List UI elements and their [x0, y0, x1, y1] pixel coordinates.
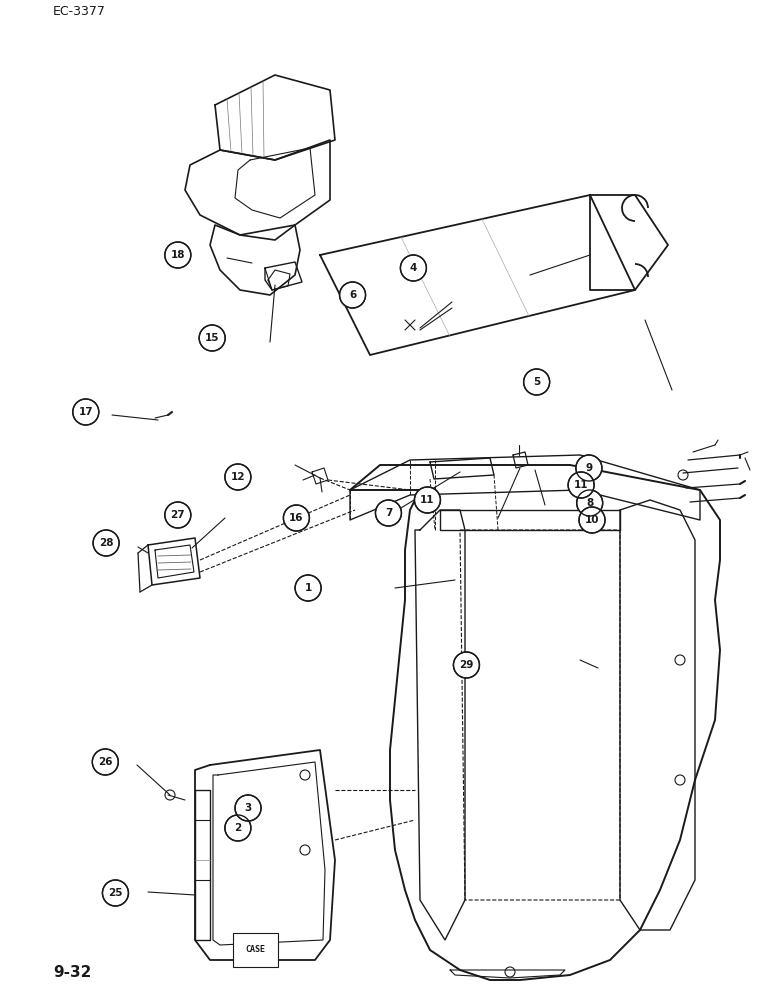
Text: 4: 4 [410, 263, 417, 273]
Circle shape [579, 507, 605, 533]
Text: CASE: CASE [245, 946, 265, 954]
Text: 29: 29 [459, 660, 473, 670]
Text: 11: 11 [574, 480, 588, 490]
Circle shape [400, 255, 427, 281]
Circle shape [283, 505, 310, 531]
Text: 3: 3 [244, 803, 252, 813]
Circle shape [165, 502, 191, 528]
Circle shape [576, 490, 603, 516]
Circle shape [375, 500, 402, 526]
Text: 28: 28 [99, 538, 113, 548]
Text: 12: 12 [231, 472, 245, 482]
Circle shape [102, 880, 129, 906]
Circle shape [576, 455, 602, 481]
Circle shape [73, 399, 99, 425]
Text: EC-3377: EC-3377 [53, 5, 106, 18]
Circle shape [225, 815, 251, 841]
Circle shape [453, 652, 480, 678]
Circle shape [235, 795, 261, 821]
Text: 2: 2 [234, 823, 242, 833]
Circle shape [165, 242, 191, 268]
Text: 7: 7 [385, 508, 392, 518]
Text: 5: 5 [533, 377, 541, 387]
Text: 10: 10 [585, 515, 599, 525]
Circle shape [225, 464, 251, 490]
Text: 26: 26 [98, 757, 112, 767]
Circle shape [339, 282, 366, 308]
Circle shape [523, 369, 550, 395]
Circle shape [568, 472, 594, 498]
Text: 27: 27 [171, 510, 185, 520]
Text: 15: 15 [205, 333, 219, 343]
Circle shape [92, 749, 119, 775]
Text: 16: 16 [289, 513, 303, 523]
Circle shape [295, 575, 321, 601]
Circle shape [199, 325, 225, 351]
Text: 9-32: 9-32 [53, 965, 91, 980]
Text: 8: 8 [586, 498, 594, 508]
Text: 17: 17 [79, 407, 93, 417]
Text: 18: 18 [171, 250, 185, 260]
Text: 25: 25 [108, 888, 122, 898]
Text: 6: 6 [349, 290, 356, 300]
Text: 11: 11 [420, 495, 434, 505]
Text: 1: 1 [304, 583, 312, 593]
Text: 9: 9 [585, 463, 593, 473]
Circle shape [93, 530, 119, 556]
Circle shape [414, 487, 441, 513]
